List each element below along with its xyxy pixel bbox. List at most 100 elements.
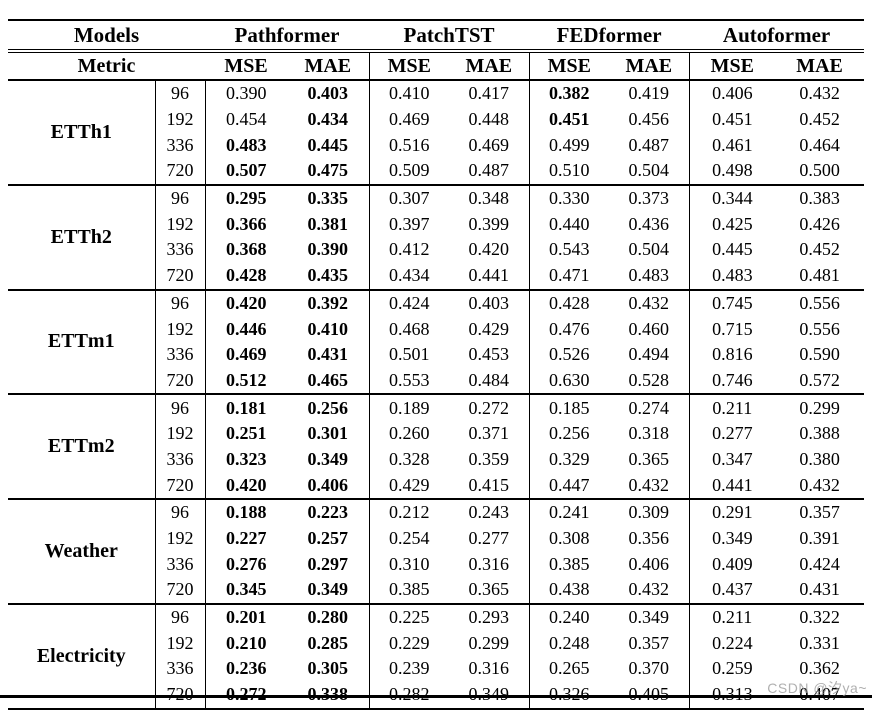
table-row: 192 0.366 0.381 0.397 0.399 0.440 0.436 0.425 0.… [8, 211, 864, 238]
metric-value: 0.225 [368, 602, 450, 631]
metric-value: 0.399 [468, 213, 510, 234]
metric-value: 0.403 [449, 288, 530, 317]
table-row: 192 0.454 0.434 0.469 0.448 0.451 0.456 0.451 0.… [8, 106, 864, 133]
metric-value: 0.510 [528, 158, 610, 185]
model-header-patchtst: PatchTST [369, 19, 530, 53]
metric-value: 0.280 [287, 602, 370, 631]
metric-value: 0.816 [688, 341, 776, 368]
models-header-row: Models Pathformer PatchTST FEDformer Aut… [8, 19, 865, 53]
metric-value: 0.435 [307, 265, 349, 286]
metric-value: 0.307 [368, 183, 450, 212]
metric-value: 0.365 [628, 448, 670, 469]
table-row: Electricity 96 0.201 0.280 0.225 0.293 0.240 0.… [8, 602, 865, 709]
metric-value: 0.429 [468, 318, 510, 339]
metric-value: 0.390 [204, 79, 288, 107]
dataset-name: ETTh2 [8, 183, 155, 290]
metric-value: 0.323 [204, 446, 288, 473]
metric-value: 0.429 [368, 472, 450, 499]
metric-value: 0.590 [799, 344, 840, 365]
table-row: 720 0.507 0.475 0.509 0.487 0.510 0.504 0.498 0.… [8, 158, 864, 185]
metric-value: 0.299 [775, 393, 865, 421]
metric-value: 0.630 [528, 367, 610, 395]
metric-value: 0.424 [368, 288, 450, 317]
metric-value: 0.293 [449, 602, 530, 631]
metric-value: 0.437 [688, 577, 776, 604]
horizon-value: 96 [154, 79, 206, 107]
horizon-value: 192 [154, 106, 206, 133]
metric-value: 0.445 [688, 237, 776, 263]
table-row: 336 0.276 0.297 0.310 0.316 0.385 0.406 0.409 0.… [8, 551, 864, 578]
horizon-value: 96 [154, 498, 206, 526]
metric-value: 0.410 [368, 79, 450, 107]
metric-value: 0.357 [775, 498, 865, 526]
metric-value: 0.464 [799, 134, 840, 155]
metric-value: 0.494 [628, 344, 670, 365]
metric-value: 0.272 [449, 393, 530, 421]
metric-value: 0.188 [204, 498, 288, 526]
metric-value: 0.328 [368, 446, 450, 473]
horizon-value: 720 [154, 577, 206, 604]
metric-value: 0.543 [528, 237, 610, 263]
metric-value: 0.390 [307, 239, 349, 260]
metric-header-mae: MAE [775, 51, 865, 81]
metric-value: 0.498 [688, 158, 776, 185]
metric-value: 0.434 [307, 109, 349, 130]
metric-value: 0.348 [449, 183, 530, 212]
metric-value: 0.349 [307, 448, 349, 469]
dataset-name: ETTm2 [8, 393, 155, 499]
metric-value: 0.475 [307, 160, 349, 181]
metric-value: 0.366 [204, 211, 288, 238]
table-row: 336 0.323 0.349 0.328 0.359 0.329 0.365 0.347 0.… [8, 446, 864, 473]
metric-value: 0.276 [204, 551, 288, 578]
metric-value: 0.403 [287, 79, 370, 107]
dataset-name: ETTh1 [8, 79, 155, 185]
metric-value: 0.451 [528, 106, 610, 133]
metric-value: 0.349 [609, 602, 690, 631]
horizon-value: 720 [154, 158, 206, 185]
table-row: 192 0.227 0.257 0.254 0.277 0.308 0.356 0.349 0.… [8, 525, 864, 552]
metric-header-mse: MSE [528, 51, 610, 81]
benchmark-results-table: Models Pathformer PatchTST FEDformer Aut… [8, 19, 865, 710]
model-header-fedformer: FEDformer [529, 19, 690, 53]
metric-value: 0.415 [468, 474, 510, 495]
horizon-value: 336 [154, 237, 206, 263]
metric-value: 0.299 [468, 632, 510, 653]
metric-value: 0.349 [449, 682, 529, 709]
metric-value: 0.318 [628, 423, 670, 444]
metric-value: 0.224 [688, 630, 776, 657]
table-row: 720 0.512 0.465 0.553 0.484 0.630 0.528 0.746 0.… [8, 367, 864, 395]
metric-value: 0.500 [799, 160, 840, 181]
metric-value: 0.471 [528, 262, 610, 290]
metric-value: 0.291 [688, 498, 776, 526]
metric-value: 0.454 [204, 106, 288, 133]
metric-value: 0.434 [368, 262, 450, 290]
metric-value: 0.251 [204, 420, 288, 447]
metric-value: 0.424 [799, 553, 840, 574]
metric-value: 0.347 [688, 446, 776, 473]
metric-value: 0.227 [204, 525, 288, 552]
metric-value: 0.436 [628, 213, 670, 234]
table-row: 720 0.345 0.349 0.385 0.365 0.438 0.432 0.437 0.… [8, 577, 864, 604]
metric-header-mse: MSE [205, 51, 288, 81]
metric-value: 0.469 [204, 341, 288, 368]
metric-value: 0.456 [628, 109, 670, 130]
model-header-autoformer: Autoformer [689, 19, 865, 53]
metric-value: 0.297 [307, 553, 349, 574]
metric-value: 0.349 [307, 579, 349, 600]
metric-value: 0.370 [628, 658, 670, 679]
metric-value: 0.407 [775, 682, 864, 709]
metric-value: 0.248 [528, 630, 610, 657]
metric-value: 0.481 [799, 265, 840, 286]
metric-value: 0.201 [204, 602, 288, 631]
metric-value: 0.310 [368, 551, 450, 578]
metric-value: 0.432 [775, 79, 865, 107]
metric-value: 0.499 [528, 132, 610, 159]
metric-value: 0.432 [799, 474, 840, 495]
metric-value: 0.356 [628, 528, 670, 549]
metric-value: 0.432 [609, 288, 690, 317]
metric-value: 0.528 [628, 369, 670, 390]
metric-value: 0.504 [628, 160, 670, 181]
horizon-value: 720 [154, 262, 206, 290]
metric-value: 0.391 [799, 528, 840, 549]
table-row: ETTm2 96 0.181 0.256 0.189 0.272 0.185 0.274 0.2… [8, 393, 865, 499]
